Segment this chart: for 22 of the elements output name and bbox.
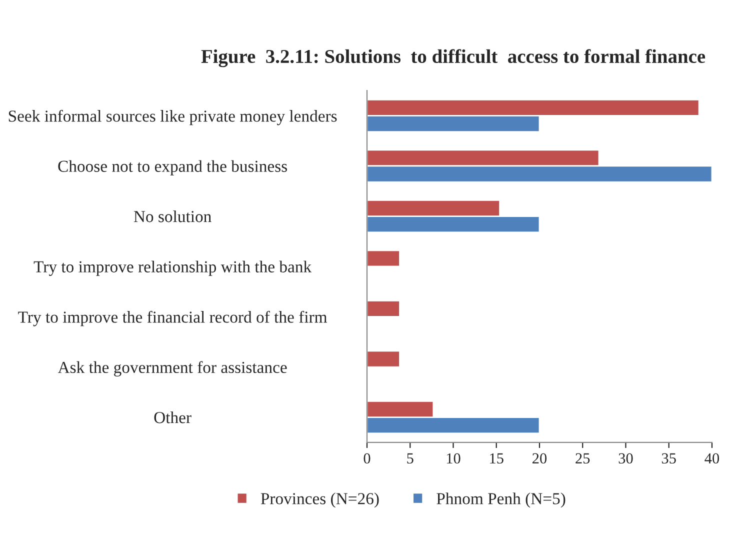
y-tick-label: Ask the government for assistance: [58, 361, 287, 376]
legend-label: Provinces (N=26): [260, 492, 379, 508]
y-tick-label: Seek informal sources like private money lenders: [8, 110, 337, 126]
y-tick-label: Try to improve relationship with the bank: [34, 260, 312, 276]
y-tick-label: Other: [154, 411, 192, 424]
x-tick-label: 10: [446, 453, 460, 464]
x-tick-label: 30: [618, 453, 633, 464]
y-tick-label: Choose not to expand the business: [58, 160, 287, 176]
x-tick-label: 35: [662, 453, 676, 464]
chart-title: Figure 3.2.11: Solutions to difficult access to formal finance: [201, 49, 706, 68]
x-tick-label: 25: [576, 453, 590, 464]
bar: [367, 350, 400, 368]
x-tick-label: 20: [532, 453, 547, 464]
x-tick-label: 0: [364, 453, 370, 464]
x-tick-label: 40: [704, 453, 720, 464]
y-tick-label: Try to improve the financial record of the firm: [18, 310, 328, 326]
y-tick-label: No solution: [134, 210, 212, 222]
bar: [367, 250, 400, 268]
bar: [367, 300, 400, 318]
legend-label: Phnom Penh (N=5): [436, 492, 566, 508]
x-tick-label: 15: [490, 453, 504, 464]
x-tick-label: 5: [407, 453, 414, 464]
